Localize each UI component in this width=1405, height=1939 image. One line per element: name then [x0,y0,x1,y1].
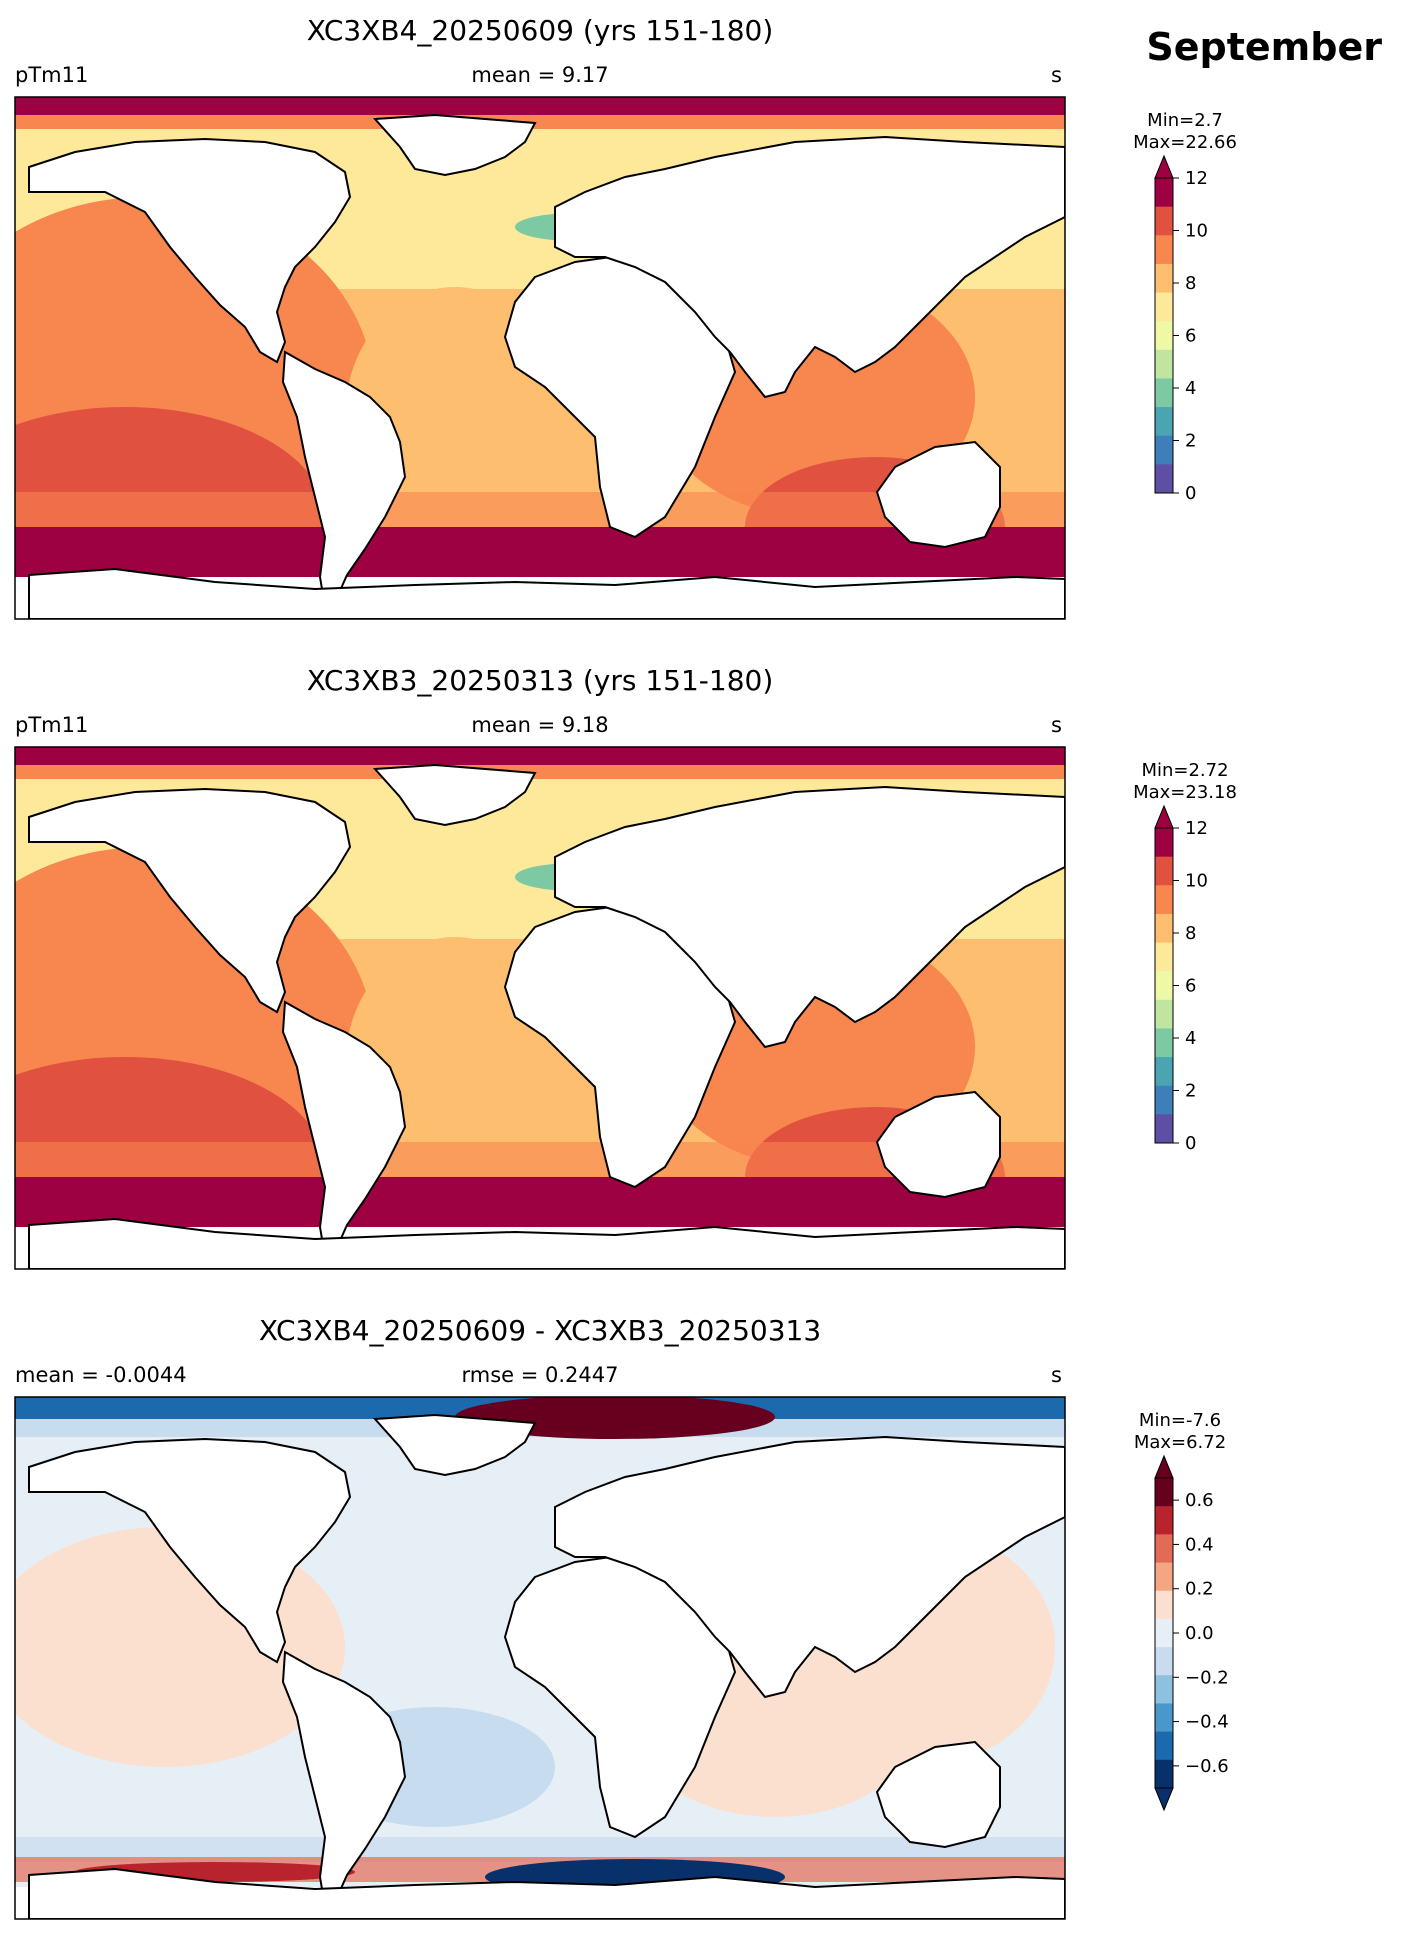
colorbar-segment [1155,1028,1173,1058]
panel-title: XC3XB4_20250609 - XC3XB3_20250313 [259,1314,821,1347]
colorbar-tick-label: 0.4 [1185,1534,1214,1555]
mean-label: mean = 9.17 [471,63,608,87]
rmse-label: rmse = 0.2447 [461,1363,618,1387]
panel-1: XC3XB4_20250609 (yrs 151-180) pTm11 mean… [14,14,1237,620]
colorbar-segment [1155,464,1173,494]
colorbar-segment [1155,378,1173,408]
colorbar-extend-max [1154,154,1174,179]
colorbar-extend-max [1154,804,1174,829]
mean-label: mean = 9.18 [471,713,608,737]
colorbar-segment [1155,235,1173,265]
colorbar-tick-label: 2 [1185,1081,1196,1102]
map-frame [14,1396,1066,1920]
colorbar-segment [1155,1562,1173,1592]
colorbar-min-label: Min=2.7 [1147,110,1223,131]
colorbar-segment [1155,885,1173,915]
colorbar-segment [1155,407,1173,437]
variable-label: pTm11 [15,713,88,737]
map-field [15,97,1065,619]
colorbar-max-label: Max=6.72 [1134,1432,1226,1453]
colorbar-max-label: Max=22.66 [1133,132,1237,153]
colorbar-tick-label: 4 [1185,378,1196,399]
map-frame [14,96,1066,620]
colorbar-segment [1155,206,1173,236]
panel-title: XC3XB4_20250609 (yrs 151-180) [307,14,774,47]
colorbar-segment [1155,971,1173,1001]
colorbar-tick-label: 6 [1185,976,1196,997]
colorbar-tick-label: 0.0 [1185,1623,1214,1644]
colorbar-segment [1155,828,1173,858]
colorbar-segment [1155,856,1173,886]
colorbar: 0.6 0.4 0.2 0.0 −0.2 −0.4 −0.6 [1154,1454,1229,1812]
colorbar-extend-max [1154,1454,1174,1479]
colorbar-segment [1155,999,1173,1029]
panel-2: XC3XB3_20250313 (yrs 151-180) pTm11 mean… [14,664,1237,1270]
colorbar-tick-label: 8 [1185,923,1196,944]
units-label: s [1051,713,1062,737]
colorbar-segment [1155,292,1173,322]
colorbar-tick-label: 0 [1185,483,1196,504]
colorbar-segment [1155,263,1173,294]
colorbar-tick-label: 12 [1185,818,1208,839]
colorbar-tick-label: 0 [1185,1133,1196,1154]
map-field [15,747,1065,1269]
colorbar-segment [1155,942,1173,972]
colorbar-segment [1155,349,1173,379]
colorbar-tick-label: 8 [1185,273,1196,294]
colorbar-segment [1155,178,1173,208]
units-label: s [1051,63,1062,87]
colorbar-segment [1155,1590,1173,1620]
colorbar-segment [1155,1534,1173,1564]
colorbar-segment [1155,1731,1173,1761]
colorbar-max-label: Max=23.18 [1133,782,1237,803]
map-field [15,1397,1065,1919]
colorbar-segment [1155,1085,1173,1115]
mean-label: mean = -0.0044 [15,1363,187,1387]
colorbar-tick-label: −0.2 [1185,1667,1229,1688]
colorbar-extend-min [1154,1787,1174,1812]
colorbar-tick-label: 6 [1185,326,1196,347]
colorbar-segment [1155,1114,1173,1144]
map-frame [14,746,1066,1270]
units-label: s [1051,1363,1062,1387]
colorbar-tick-label: 0.6 [1185,1490,1214,1511]
colorbar-segment [1155,913,1173,944]
colorbar-tick-label: 2 [1185,431,1196,452]
colorbar-segment [1155,1478,1173,1507]
colorbar-segment [1155,1618,1173,1648]
colorbar-tick-label: −0.4 [1185,1712,1229,1733]
colorbar-tick-label: 0.2 [1185,1579,1214,1600]
colorbar-segment [1155,321,1173,351]
colorbar: 0 2 4 6 8 10 12 [1154,154,1208,504]
month-label: September [1146,25,1382,69]
colorbar-tick-label: 12 [1185,168,1208,189]
colorbar-tick-label: −0.6 [1185,1756,1229,1777]
colorbar-min-label: Min=-7.6 [1139,1410,1221,1431]
panel-title: XC3XB3_20250313 (yrs 151-180) [307,664,774,697]
colorbar-segment [1155,1057,1173,1087]
colorbar-segment [1155,1759,1173,1789]
colorbar-segment [1155,1703,1173,1733]
panel-3: XC3XB4_20250609 - XC3XB3_20250313 mean =… [14,1314,1229,1920]
colorbar-segment [1155,1506,1173,1535]
colorbar-min-label: Min=2.72 [1141,760,1228,781]
colorbar-segment [1155,1647,1173,1676]
colorbar-segment [1155,1675,1173,1704]
colorbar-segment [1155,435,1173,465]
colorbar-tick-label: 10 [1185,221,1208,242]
colorbar-tick-label: 4 [1185,1028,1196,1049]
colorbar: 0 2 4 6 8 10 12 [1154,804,1208,1154]
colorbar-tick-label: 10 [1185,871,1208,892]
variable-label: pTm11 [15,63,88,87]
